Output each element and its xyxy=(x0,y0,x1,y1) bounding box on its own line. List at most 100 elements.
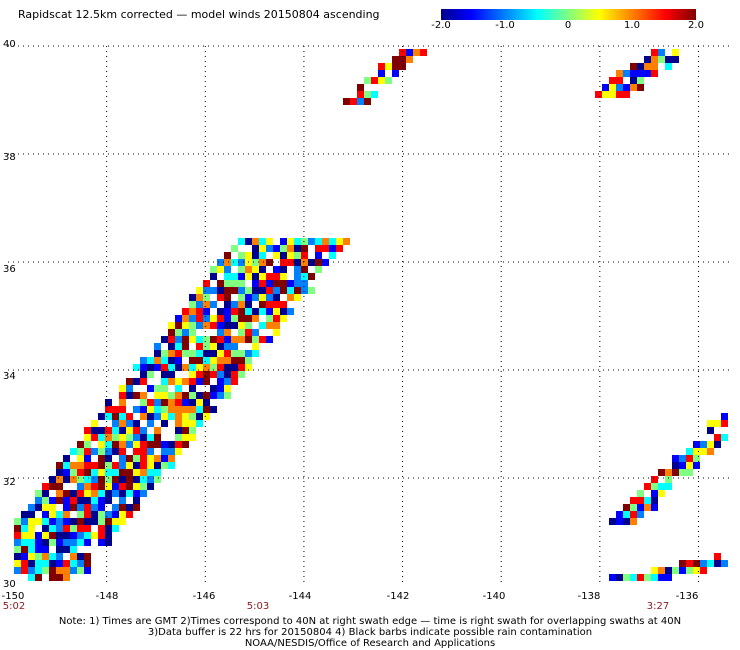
wind-cell xyxy=(70,532,77,539)
wind-cell xyxy=(49,574,56,581)
lon-label: -142 xyxy=(386,591,410,602)
wind-cell xyxy=(154,441,161,448)
wind-cell xyxy=(231,287,238,294)
wind-cell xyxy=(56,560,63,567)
wind-cell xyxy=(161,392,168,399)
wind-cell xyxy=(119,392,126,399)
wind-cell xyxy=(672,49,679,56)
wind-cell xyxy=(175,392,182,399)
wind-cell xyxy=(392,63,399,70)
wind-cell xyxy=(105,525,112,532)
wind-cell xyxy=(112,434,119,441)
wind-cell xyxy=(679,469,686,476)
wind-cell xyxy=(84,476,91,483)
wind-cell xyxy=(644,483,651,490)
note-line-2: 3)Data buffer is 22 hrs for 20150804 4) … xyxy=(147,627,593,638)
wind-cell xyxy=(35,546,42,553)
wind-cell xyxy=(189,329,196,336)
wind-cell xyxy=(616,77,623,84)
wind-cell xyxy=(210,287,217,294)
pass-time-label: 5:03 xyxy=(246,601,270,612)
wind-cell xyxy=(175,413,182,420)
colorbar-tick: 0 xyxy=(564,20,572,31)
wind-cell xyxy=(658,469,665,476)
wind-cell xyxy=(224,280,231,287)
wind-cell xyxy=(413,49,420,56)
wind-cell xyxy=(42,546,49,553)
wind-cell xyxy=(168,455,175,462)
lat-label: 32 xyxy=(3,477,16,488)
wind-cell xyxy=(189,315,196,322)
wind-cell xyxy=(322,238,329,245)
wind-cell xyxy=(105,539,112,546)
wind-cell xyxy=(189,308,196,315)
wind-cell xyxy=(623,574,630,581)
wind-cell xyxy=(238,266,245,273)
wind-cell xyxy=(630,63,637,70)
wind-cell xyxy=(161,378,168,385)
wind-cell xyxy=(91,518,98,525)
wind-cell xyxy=(28,553,35,560)
wind-cell xyxy=(182,420,189,427)
wind-cell xyxy=(126,455,133,462)
wind-cell xyxy=(210,357,217,364)
wind-cell xyxy=(693,560,700,567)
wind-cell xyxy=(630,511,637,518)
wind-cell xyxy=(196,294,203,301)
wind-cell xyxy=(217,329,224,336)
wind-cell xyxy=(231,350,238,357)
wind-cell xyxy=(679,462,686,469)
wind-cell xyxy=(112,518,119,525)
wind-cell xyxy=(224,371,231,378)
wind-cell xyxy=(252,336,259,343)
wind-cell xyxy=(98,455,105,462)
wind-cell xyxy=(28,532,35,539)
wind-cell xyxy=(140,469,147,476)
wind-cell xyxy=(175,406,182,413)
wind-cell xyxy=(196,336,203,343)
wind-cell xyxy=(203,350,210,357)
wind-cell xyxy=(84,504,91,511)
wind-cell xyxy=(658,483,665,490)
wind-cell xyxy=(35,504,42,511)
wind-cell xyxy=(644,574,651,581)
wind-cell xyxy=(231,371,238,378)
wind-cell xyxy=(616,511,623,518)
wind-cell xyxy=(189,371,196,378)
wind-cell xyxy=(42,525,49,532)
wind-cell xyxy=(84,441,91,448)
wind-cell xyxy=(231,357,238,364)
wind-cell xyxy=(140,357,147,364)
wind-cell xyxy=(189,427,196,434)
wind-cell xyxy=(126,504,133,511)
wind-cell xyxy=(98,504,105,511)
wind-cell xyxy=(644,63,651,70)
wind-cell xyxy=(168,336,175,343)
wind-cell xyxy=(49,497,56,504)
wind-cell xyxy=(238,329,245,336)
wind-cell xyxy=(70,490,77,497)
wind-cell xyxy=(112,420,119,427)
wind-cell xyxy=(252,350,259,357)
wind-cell xyxy=(56,518,63,525)
wind-cell xyxy=(140,455,147,462)
wind-cell xyxy=(301,245,308,252)
wind-cell xyxy=(280,245,287,252)
wind-cell xyxy=(693,455,700,462)
wind-cell xyxy=(217,294,224,301)
wind-cell xyxy=(259,308,266,315)
wind-cell xyxy=(70,462,77,469)
wind-cell xyxy=(231,273,238,280)
wind-cell xyxy=(14,546,21,553)
wind-cell xyxy=(210,315,217,322)
wind-cell xyxy=(133,497,140,504)
wind-cell xyxy=(280,287,287,294)
wind-cell xyxy=(238,294,245,301)
wind-cell xyxy=(133,504,140,511)
wind-cell xyxy=(119,511,126,518)
wind-cell xyxy=(203,322,210,329)
wind-cell xyxy=(336,245,343,252)
lon-label: -144 xyxy=(288,591,312,602)
wind-cell xyxy=(315,266,322,273)
wind-cell xyxy=(238,315,245,322)
